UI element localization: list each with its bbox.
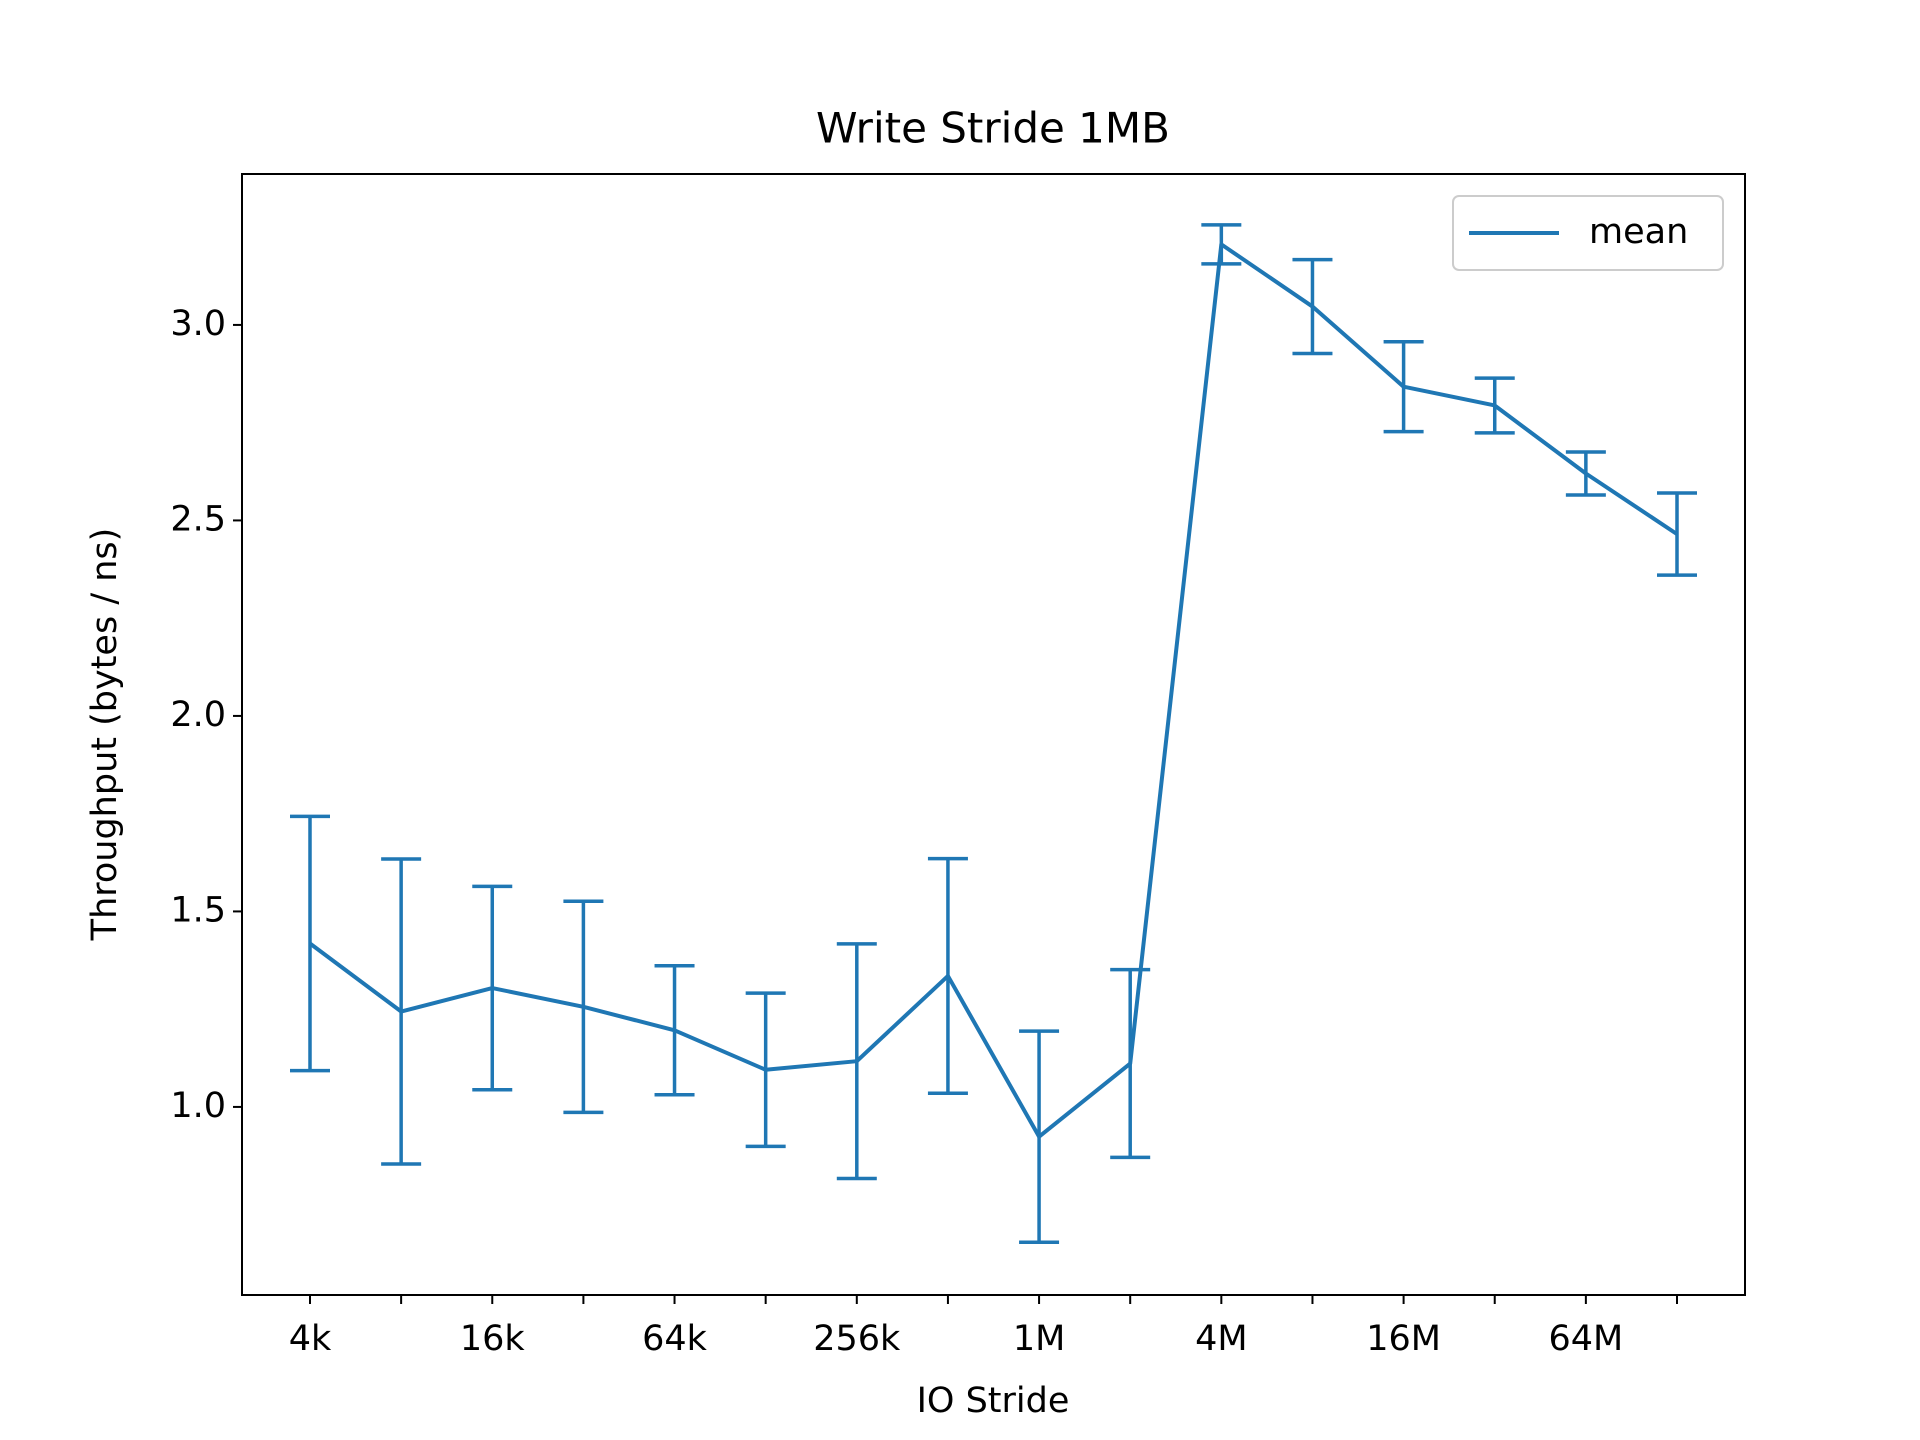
y-axis-label: Throughput (bytes / ns) xyxy=(85,528,125,942)
x-tick-label: 1M xyxy=(1013,1319,1065,1359)
x-tick-label: 4M xyxy=(1195,1319,1247,1359)
y-tick-label: 2.0 xyxy=(170,695,226,735)
y-tick-label: 1.0 xyxy=(170,1086,226,1126)
chart-title: Write Stride 1MB xyxy=(816,104,1170,153)
x-tick-label: 16M xyxy=(1366,1319,1441,1359)
y-tick-label: 3.0 xyxy=(170,304,226,344)
x-tick-label: 64M xyxy=(1548,1319,1623,1359)
x-axis-label: IO Stride xyxy=(917,1381,1070,1421)
legend-label: mean xyxy=(1589,212,1688,252)
plot-frame xyxy=(241,173,1746,1296)
y-tick-label: 2.5 xyxy=(170,499,226,539)
x-tick-label: 64k xyxy=(642,1319,708,1359)
y-tick-label: 1.5 xyxy=(170,890,226,930)
x-tick-label: 16k xyxy=(460,1319,526,1359)
legend-box xyxy=(1452,195,1724,271)
x-tick-label: 256k xyxy=(813,1319,901,1359)
line xyxy=(308,242,1679,1139)
x-tick-label: 4k xyxy=(289,1319,332,1359)
